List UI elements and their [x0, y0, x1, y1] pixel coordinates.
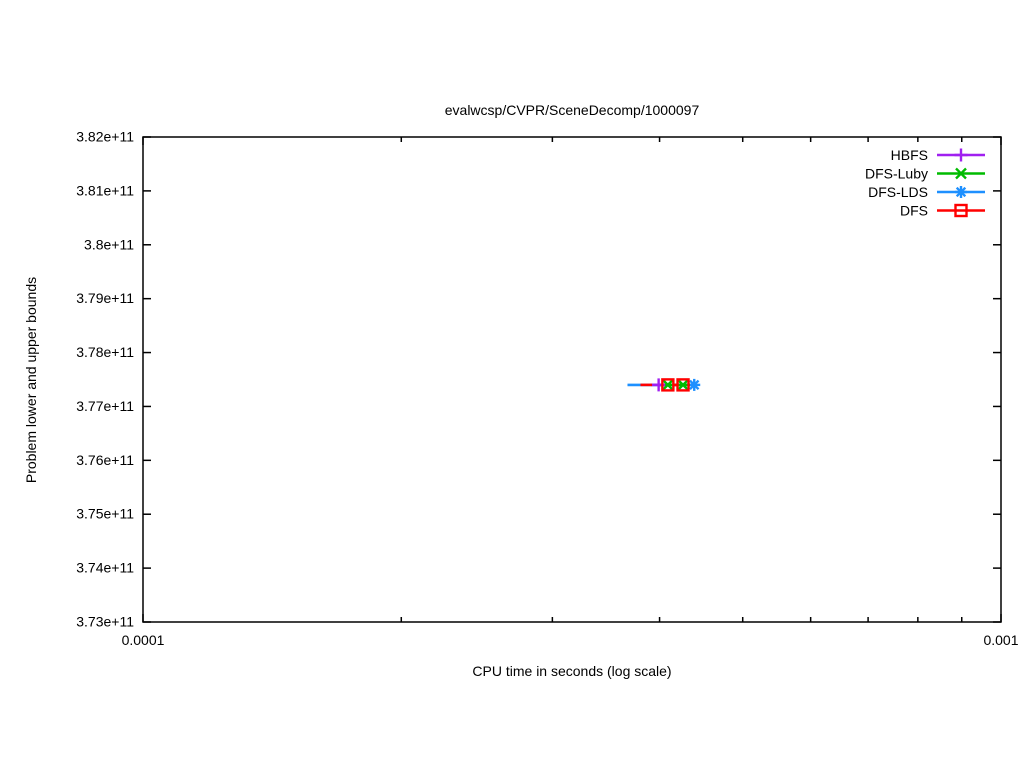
y-tick-label: 3.82e+11: [76, 129, 134, 145]
y-tick-label: 3.73e+11: [76, 614, 134, 630]
y-tick-label: 3.79e+11: [76, 290, 134, 306]
y-tick-label: 3.81e+11: [76, 182, 134, 198]
marker-x: [662, 379, 674, 391]
axes: 3.73e+11 3.74e+11 3.75e+11 3.76e+11 3.77e+11…: [76, 129, 1018, 649]
legend-label: HBFS: [891, 147, 928, 163]
marker-x: [677, 379, 689, 391]
legend: HBFS DFS-Luby DFS-LDS DFS: [865, 147, 985, 218]
marker-square: [676, 378, 690, 392]
y-axis-label: Problem lower and upper bounds: [23, 277, 39, 483]
y-tick-label: 3.77e+11: [76, 398, 134, 414]
y-tick-label: 3.8e+11: [84, 236, 134, 252]
chart-title: evalwcsp/CVPR/SceneDecomp/1000097: [445, 102, 700, 118]
legend-entry-hbfs: HBFS: [891, 147, 985, 163]
legend-entry-dfs: DFS: [900, 202, 985, 218]
plot-border: [142, 136, 1002, 623]
x-tick-label: 0.0001: [122, 632, 165, 648]
marker-asterisk: [955, 186, 967, 198]
data-series: [627, 378, 701, 392]
marker-asterisk: [689, 379, 700, 391]
x-axis-label: CPU time in seconds (log scale): [472, 663, 671, 679]
legend-entry-dfs-luby: DFS-Luby: [865, 165, 985, 181]
x-tick-label: 0.001: [983, 632, 1018, 648]
marker-square: [954, 203, 968, 218]
y-tick-label: 3.75e+11: [76, 506, 134, 522]
y-tick-label: 3.76e+11: [76, 452, 134, 468]
legend-entry-dfs-lds: DFS-LDS: [868, 184, 985, 200]
legend-label: DFS-Luby: [865, 165, 928, 181]
series-dfs: [640, 378, 690, 392]
marker-x: [955, 167, 967, 180]
legend-label: DFS-LDS: [868, 184, 928, 200]
legend-label: DFS: [900, 202, 928, 218]
y-tick-label: 3.78e+11: [76, 344, 134, 360]
marker-square: [661, 378, 675, 392]
y-tick-label: 3.74e+11: [76, 560, 134, 576]
